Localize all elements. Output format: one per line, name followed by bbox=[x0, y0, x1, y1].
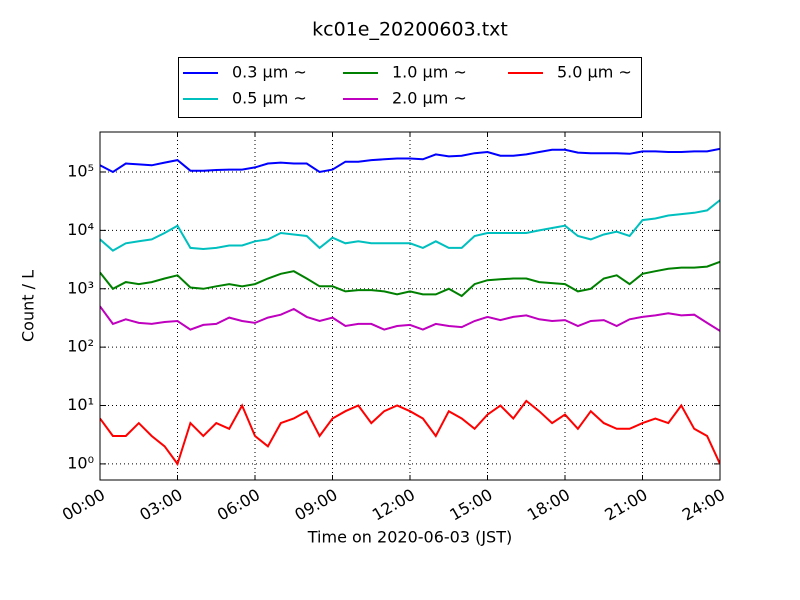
x-tick-label: 00:00 bbox=[59, 485, 108, 525]
x-tick-label: 18:00 bbox=[524, 485, 573, 525]
y-tick-label: 10¹ bbox=[67, 395, 94, 414]
y-tick-label: 10⁵ bbox=[67, 161, 94, 180]
legend-label: 0.3 μm ~ bbox=[232, 63, 307, 82]
chart-title: kc01e_20200603.txt bbox=[312, 19, 508, 41]
series-line bbox=[100, 260, 720, 298]
x-axis-label: Time on 2020-06-03 (JST) bbox=[307, 528, 512, 547]
x-tick-label: 21:00 bbox=[601, 485, 650, 525]
legend-label: 2.0 μm ~ bbox=[392, 89, 467, 108]
series-line bbox=[100, 399, 720, 467]
y-tick-label: 10⁰ bbox=[67, 453, 94, 472]
legend-label: 0.5 μm ~ bbox=[232, 89, 307, 108]
plot-frame bbox=[99, 131, 721, 481]
legend-label: 1.0 μm ~ bbox=[392, 63, 467, 82]
x-tick-label: 06:00 bbox=[214, 485, 263, 525]
y-tick-label: 10⁴ bbox=[67, 220, 94, 239]
y-tick-label: 10³ bbox=[67, 278, 94, 297]
x-tick-label: 12:00 bbox=[369, 485, 418, 525]
legend-label: 5.0 μm ~ bbox=[557, 63, 632, 82]
x-tick-label: 09:00 bbox=[291, 485, 340, 525]
legend-box bbox=[178, 57, 642, 118]
series-line bbox=[100, 305, 720, 332]
x-tick-label: 15:00 bbox=[446, 485, 495, 525]
y-tick-label: 10² bbox=[67, 337, 94, 356]
series-line bbox=[100, 199, 720, 252]
x-tick-label: 03:00 bbox=[136, 485, 185, 525]
x-tick-label: 24:00 bbox=[679, 485, 728, 525]
y-axis-label: Count / L bbox=[19, 270, 38, 342]
series-line bbox=[100, 147, 720, 174]
